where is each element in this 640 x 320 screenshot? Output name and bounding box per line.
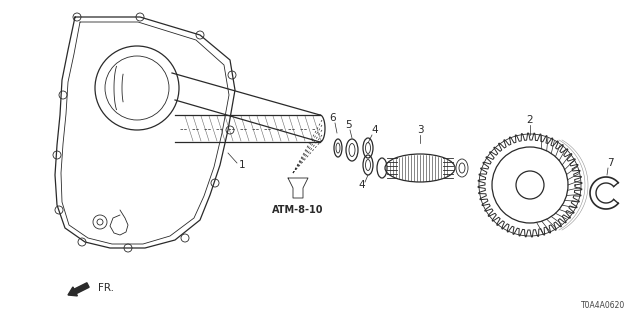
Text: 2: 2 xyxy=(527,115,533,125)
Text: 4: 4 xyxy=(358,180,365,190)
Text: 5: 5 xyxy=(345,120,351,130)
Text: 7: 7 xyxy=(607,158,613,168)
FancyArrow shape xyxy=(68,283,89,296)
Text: 3: 3 xyxy=(417,125,423,135)
Text: 1: 1 xyxy=(239,160,245,170)
Text: FR.: FR. xyxy=(98,283,114,293)
Text: 6: 6 xyxy=(330,113,336,123)
Text: 4: 4 xyxy=(372,125,378,135)
Text: ATM-8-10: ATM-8-10 xyxy=(272,205,324,215)
Text: T0A4A0620: T0A4A0620 xyxy=(580,301,625,310)
